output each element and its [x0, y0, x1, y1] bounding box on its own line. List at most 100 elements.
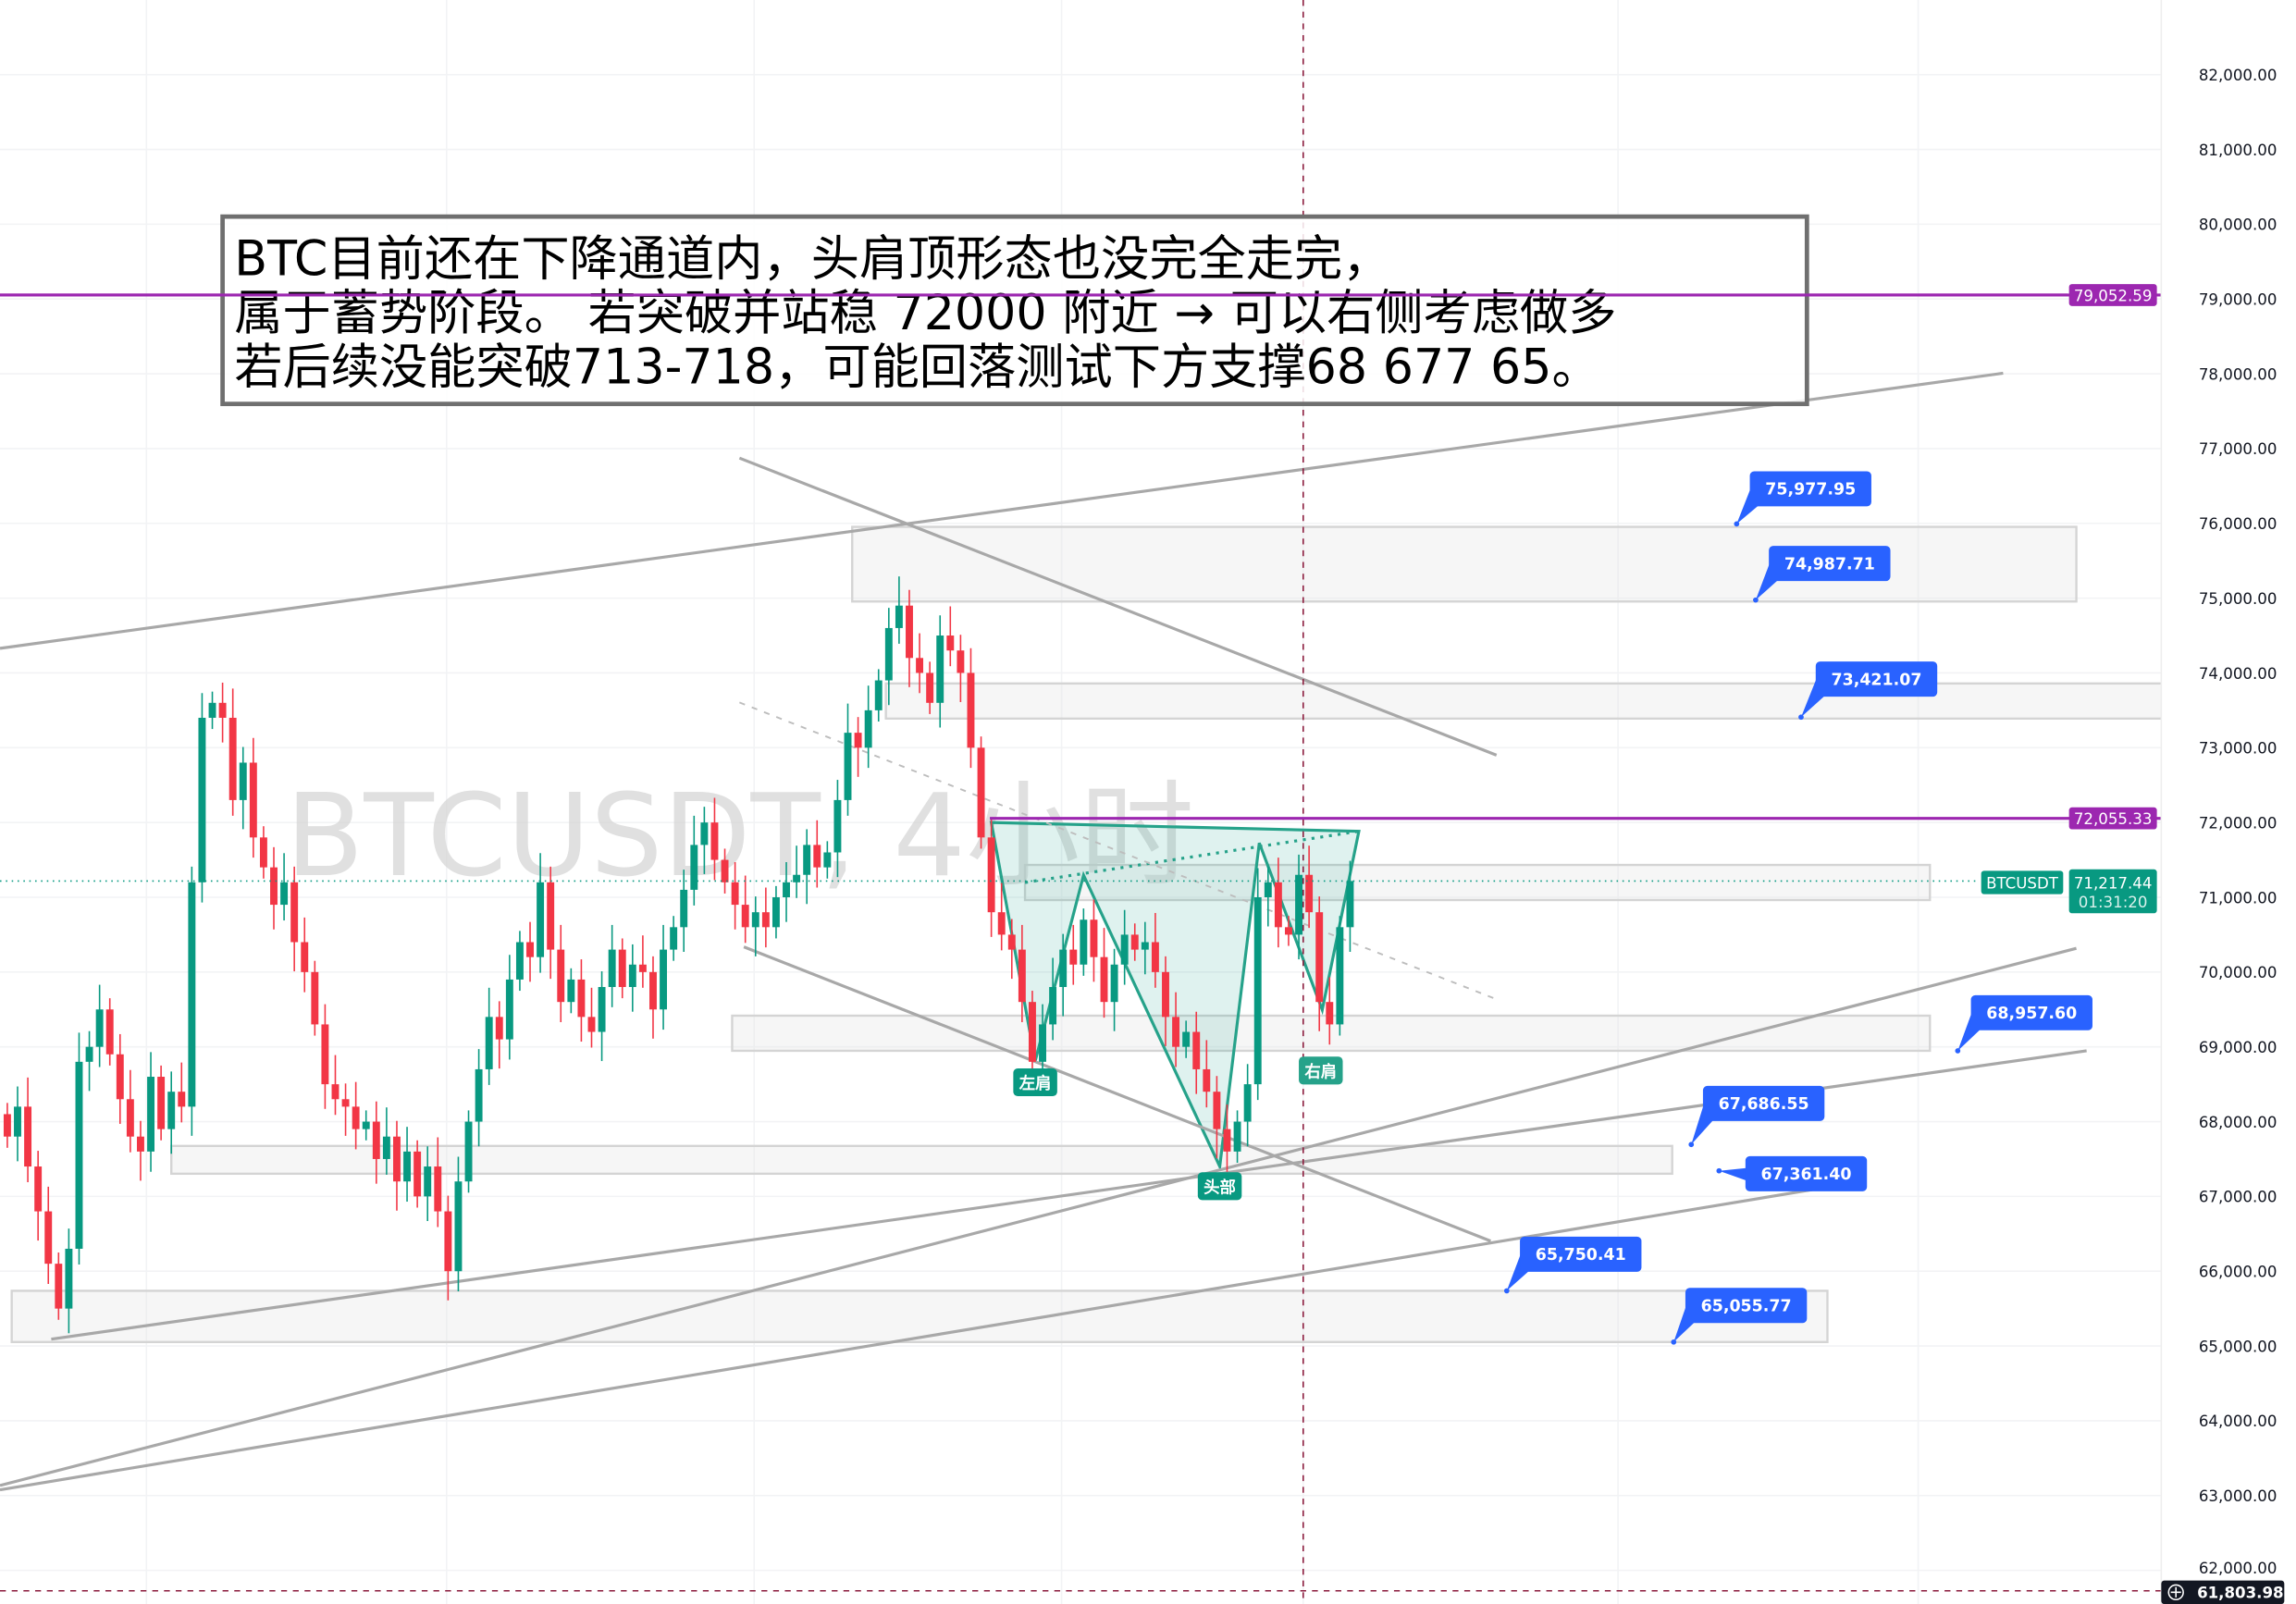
candle-body [1336, 927, 1344, 1025]
candle-body [485, 1017, 493, 1069]
candle [1162, 956, 1169, 1046]
price-callout[interactable]: 74,987.71 [1753, 546, 1891, 603]
price-callouts[interactable]: 75,977.95 74,987.71 73,421.07 68,957.60 67,6… [1503, 471, 2092, 1345]
upper-channel-line[interactable] [0, 371, 2004, 650]
candle-body [1213, 1092, 1221, 1129]
candle-body [700, 822, 709, 845]
candle [813, 820, 821, 888]
zone-65000[interactable] [10, 1289, 1829, 1343]
y-tick-label: 71,000.00 [2199, 889, 2277, 907]
candle [1285, 916, 1292, 946]
price-callout[interactable]: 65,055.77 [1671, 1288, 1808, 1345]
candle [85, 1030, 93, 1092]
candle [700, 807, 709, 874]
symbol-tag-text: BTCUSDT [1986, 874, 2059, 892]
candle-body [239, 762, 247, 800]
candle-body [926, 672, 934, 703]
candle-body [1110, 964, 1118, 1003]
candle [884, 608, 893, 706]
candle [301, 917, 309, 993]
price-axis[interactable]: 82,000.00 81,000.00 80,000.00 79,000.00 78,0… [2160, 0, 2296, 1604]
candle [1141, 921, 1149, 975]
callout-box [1815, 661, 1938, 697]
y-tick-label: 66,000.00 [2199, 1264, 2277, 1281]
candle [926, 661, 934, 714]
price-callout[interactable]: 65,750.41 [1503, 1236, 1642, 1294]
zone-73500[interactable] [884, 682, 2190, 721]
candle [793, 845, 801, 898]
candle [772, 885, 780, 939]
candle-body [557, 949, 565, 1003]
callout-text: 67,361.40 [1761, 1166, 1852, 1184]
ascending-line-1[interactable] [0, 946, 2077, 1487]
candle-body [116, 1054, 124, 1100]
zone-71000[interactable] [1023, 863, 1932, 902]
candle [823, 841, 832, 879]
candle [1172, 992, 1180, 1067]
candle-body [1172, 1017, 1180, 1047]
candle-body [65, 1248, 73, 1309]
callout-anchor [1798, 714, 1804, 721]
descending-line-lower[interactable] [743, 945, 1491, 1243]
candle [14, 1086, 21, 1162]
candle-body [167, 1092, 176, 1129]
candle [1192, 1011, 1201, 1094]
candle-body [301, 942, 309, 972]
candle-body [3, 1114, 11, 1137]
zone-rectangles[interactable] [10, 525, 2190, 1343]
zone-75000-76000[interactable] [851, 525, 2078, 603]
candle [547, 866, 555, 980]
candle [1274, 858, 1282, 948]
ascending-line-2[interactable] [0, 1183, 1838, 1492]
candle [864, 685, 872, 769]
y-tick-label: 68,000.00 [2199, 1114, 2277, 1131]
candle-body [1018, 949, 1026, 1003]
candle-body [1162, 971, 1169, 1018]
price-callout[interactable]: 68,957.60 [1955, 994, 2092, 1054]
candle [95, 984, 104, 1067]
price-callout[interactable]: 75,977.95 [1734, 471, 1871, 527]
candle-body [1285, 927, 1292, 935]
candle-body [208, 702, 216, 718]
candle [761, 887, 770, 948]
candle-body [14, 1106, 21, 1137]
candle-body [382, 1136, 390, 1159]
candle [1007, 919, 1016, 980]
candle-body [321, 1024, 329, 1085]
y-tick-label: 80,000.00 [2199, 216, 2277, 234]
left-shoulder-label: 左肩 [1013, 1067, 1057, 1097]
candle [454, 1156, 463, 1292]
descending-line-upper[interactable] [738, 456, 1498, 757]
candle-body [44, 1211, 53, 1265]
zone-67500[interactable] [170, 1144, 1673, 1176]
price-callout[interactable]: 67,361.40 [1716, 1155, 1868, 1191]
neckline-dotted[interactable] [1024, 830, 1360, 884]
candle-body [977, 747, 985, 838]
left-shoulder-text: 左肩 [1019, 1074, 1052, 1093]
candle [660, 924, 668, 1030]
candle-body [1007, 934, 1016, 950]
analysis-note[interactable]: BTC目前还在下降通道内，头肩顶形态也没完全走完， 属于蓄势阶段。 若突破并站稳… [220, 214, 1809, 407]
callout-anchor [1753, 597, 1759, 603]
price-callout[interactable]: 73,421.07 [1798, 661, 1938, 721]
price-callout[interactable]: 67,686.55 [1688, 1085, 1825, 1148]
candle [424, 1146, 432, 1222]
add-alert-plus-icon[interactable] [2167, 1584, 2184, 1601]
candle-body [1326, 1002, 1334, 1025]
y-tick-label: 69,000.00 [2199, 1039, 2277, 1056]
candle-body [1223, 1129, 1231, 1152]
candle [833, 780, 842, 878]
dashed-projection-line[interactable] [739, 701, 1494, 999]
crosshair-price-text: 61,803.98 [2197, 1585, 2284, 1602]
candle-body [731, 882, 739, 906]
candle-body [55, 1264, 63, 1309]
candle [393, 1120, 401, 1211]
candle [1264, 866, 1272, 927]
candle-body [352, 1106, 360, 1129]
candle [874, 669, 883, 722]
candle [638, 935, 647, 988]
callout-box [1749, 471, 1871, 507]
y-tick-label: 73,000.00 [2199, 740, 2277, 758]
candle [167, 1071, 176, 1154]
